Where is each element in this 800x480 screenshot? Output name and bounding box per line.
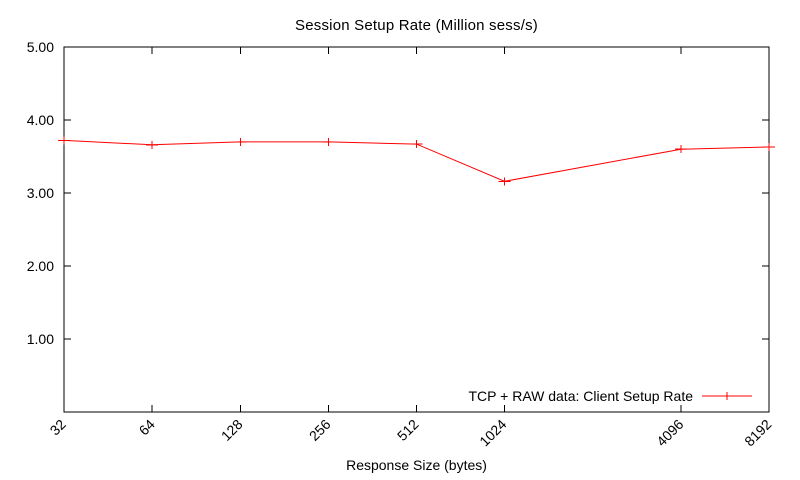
legend-line-sample-icon	[702, 392, 752, 400]
y-tick-label: 1.00	[26, 331, 54, 347]
y-tick-label: 5.00	[26, 39, 54, 55]
legend-series-label: TCP + RAW data: Client Setup Rate	[468, 388, 694, 404]
x-axis-title: Response Size (bytes)	[346, 457, 487, 473]
chart-title: Session Setup Rate (Million sess/s)	[295, 17, 538, 34]
y-tick-label: 2.00	[26, 258, 54, 274]
series-line	[63, 139, 770, 182]
plot-border	[63, 46, 770, 413]
y-tick-label: 3.00	[26, 185, 54, 201]
y-tick-label: 4.00	[26, 112, 54, 128]
legend: TCP + RAW data: Client Setup Rate	[468, 388, 752, 404]
